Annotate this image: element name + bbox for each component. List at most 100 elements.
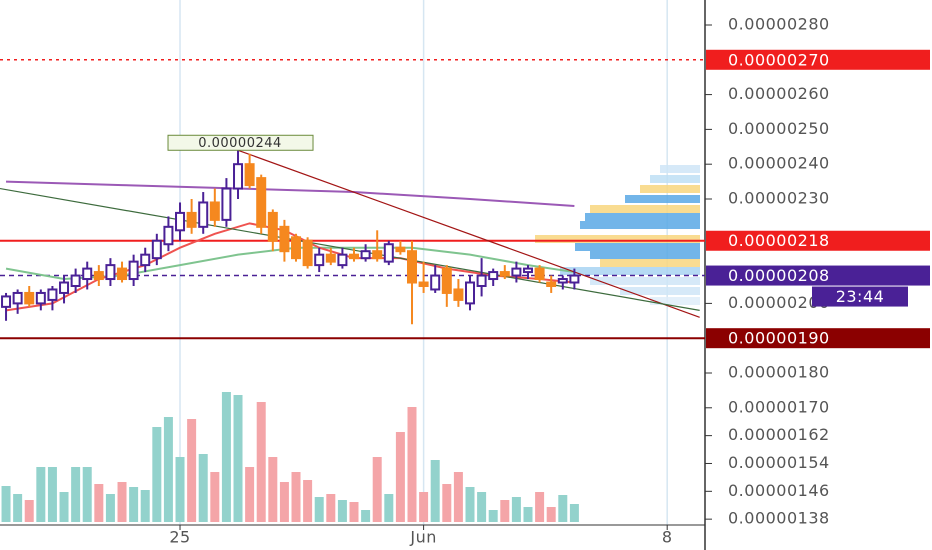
countdown-box xyxy=(812,286,908,307)
candle-body xyxy=(221,187,232,221)
volume-bar xyxy=(372,457,382,522)
volume-bar xyxy=(256,402,266,522)
y-tick-label: 0.00000154 xyxy=(728,453,830,472)
y-tick-label: 0.00000146 xyxy=(728,481,830,500)
volume-bar xyxy=(326,494,336,522)
volume-bar xyxy=(210,472,220,522)
volume-bar xyxy=(163,417,173,522)
annotation-box xyxy=(167,134,314,151)
y-tick-label: 0.00000170 xyxy=(728,397,830,416)
volume-bar xyxy=(291,472,301,522)
candle-body xyxy=(70,274,81,287)
price-label: 0.00000190 xyxy=(728,329,830,348)
volume-bar xyxy=(407,407,417,522)
x-tick-label: 25 xyxy=(169,528,190,547)
volume-bar xyxy=(500,500,510,522)
volume-bar xyxy=(36,467,46,522)
volume-bar xyxy=(117,482,127,522)
candle-body xyxy=(82,267,93,281)
candle-body xyxy=(407,250,418,284)
candle-body xyxy=(163,225,174,246)
volume-bar xyxy=(465,487,475,522)
volume-bar xyxy=(419,492,429,522)
y-tick-label: 0.00000260 xyxy=(728,84,830,103)
volume-bar xyxy=(430,460,440,522)
volume-bar xyxy=(13,494,23,522)
candle-body xyxy=(349,253,360,260)
candle-body xyxy=(325,253,336,263)
trendline xyxy=(0,187,700,311)
candle-body xyxy=(395,246,406,253)
candle-body xyxy=(522,267,533,274)
volume-bar xyxy=(59,492,69,522)
candle-body xyxy=(105,264,116,281)
candle-body xyxy=(372,250,383,260)
volume-bar xyxy=(314,497,324,522)
y-tick-label: 0.00000240 xyxy=(728,154,830,173)
candle-body xyxy=(93,271,104,281)
candle-body xyxy=(557,278,568,284)
candle-body xyxy=(314,253,325,267)
volume-bar xyxy=(268,457,278,522)
candle-body xyxy=(128,260,139,281)
price-label: 0.00000270 xyxy=(728,50,830,69)
volume-bar xyxy=(279,482,289,522)
candle-body xyxy=(337,253,348,267)
candle-body xyxy=(186,211,197,228)
price-label: 0.00000218 xyxy=(728,231,830,250)
y-tick-label: 0.00000162 xyxy=(728,425,830,444)
volume-bar xyxy=(82,467,92,522)
candle-body xyxy=(534,267,545,281)
volume-bar xyxy=(361,510,371,522)
y-tick-label: 0.00000180 xyxy=(728,362,830,381)
candle-body xyxy=(383,243,394,263)
volume-bar xyxy=(140,490,150,522)
candle-body xyxy=(441,267,452,294)
candle-body xyxy=(267,211,278,242)
price-label-box xyxy=(706,230,930,251)
volume-bar xyxy=(198,454,208,522)
y-tick-label: 0.00000230 xyxy=(728,188,830,207)
candle-body xyxy=(244,163,255,187)
candle-body xyxy=(140,253,151,267)
x-tick-label: 8 xyxy=(662,528,673,547)
volume-bar xyxy=(395,432,405,522)
volume-bar xyxy=(245,467,255,522)
candle-body xyxy=(569,274,580,284)
volume-bar xyxy=(349,502,359,522)
volume-bar xyxy=(152,427,162,522)
candle-body xyxy=(256,177,267,228)
candle-body xyxy=(47,288,58,301)
moving-average xyxy=(5,222,575,312)
candle-body xyxy=(360,250,371,260)
volume-bar xyxy=(477,492,487,522)
moving-average xyxy=(6,180,575,207)
volume-bar xyxy=(94,484,104,522)
volume-bar xyxy=(24,500,34,522)
candle-body xyxy=(279,225,290,253)
candle-body xyxy=(24,291,35,305)
volume-bar xyxy=(442,484,452,522)
candle-body xyxy=(488,271,499,281)
candle-body xyxy=(465,281,475,305)
volume-bar xyxy=(511,497,521,522)
volume-bar xyxy=(303,480,313,522)
volume-bar xyxy=(1,486,11,522)
price-label-box xyxy=(706,328,930,349)
candle-body xyxy=(151,239,162,260)
volume-bar xyxy=(546,507,556,522)
volume-bar xyxy=(337,500,347,522)
volume-bar xyxy=(233,395,243,522)
annotation-label: 0.00000244 xyxy=(198,136,282,151)
candle-body xyxy=(198,201,209,228)
volume-bar xyxy=(105,494,115,522)
volume-bar xyxy=(384,494,394,522)
volume-bar xyxy=(47,467,57,522)
volume-bar xyxy=(558,495,568,522)
candle-body xyxy=(12,291,23,305)
volume-bar xyxy=(535,492,545,522)
candle-body xyxy=(117,267,128,281)
volume-profile xyxy=(535,165,700,305)
price-label: 0.00000208 xyxy=(728,266,830,285)
